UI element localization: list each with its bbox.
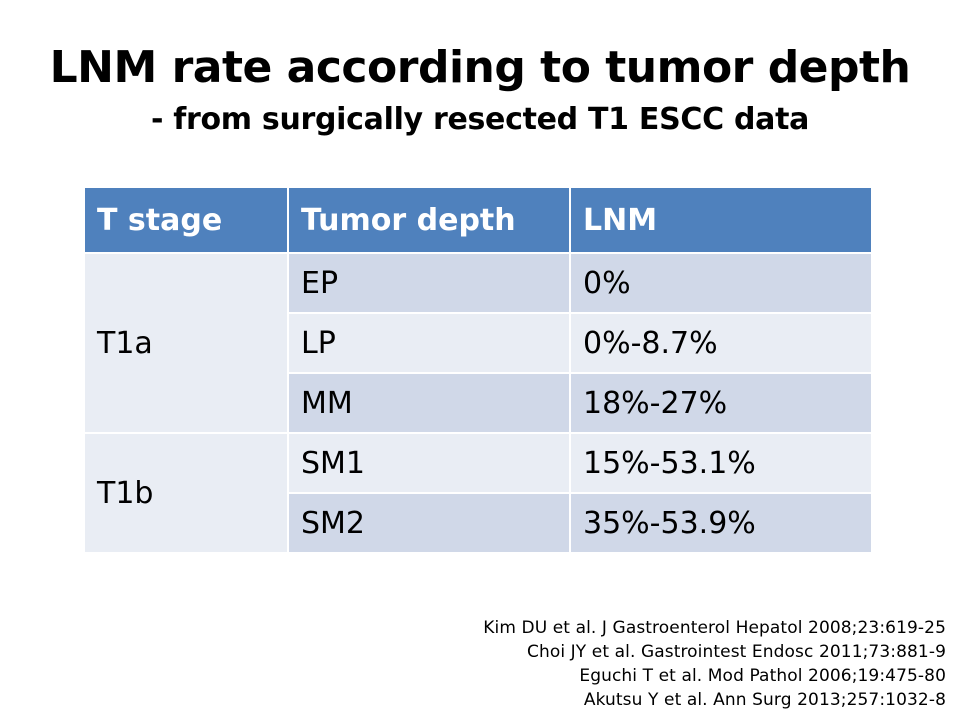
lnm-cell: 0%: [569, 252, 873, 314]
reference-item: Kim DU et al. J Gastroenterol Hepatol 20…: [483, 618, 946, 638]
slide-subtitle: - from surgically resected T1 ESCC data: [150, 102, 810, 137]
lnm-cell: 0%-8.7%: [569, 312, 873, 374]
table-row: T1b SM1 15%-53.1%: [83, 432, 873, 554]
lnm-cell: 18%-27%: [569, 372, 873, 434]
header-tumor-depth: Tumor depth: [287, 186, 571, 254]
table-row: T1a EP 0%: [83, 252, 873, 434]
depth-cell: SM2: [287, 492, 571, 554]
table-row: LP 0%-8.7%: [84, 312, 873, 374]
depth-cell: LP: [287, 312, 571, 374]
reference-item: Eguchi T et al. Mod Pathol 2006;19:475-8…: [579, 666, 946, 686]
header-lnm: LNM: [569, 186, 873, 254]
reference-item: Akutsu Y et al. Ann Surg 2013;257:1032-8: [583, 690, 946, 710]
table-row: SM2 35%-53.9%: [84, 492, 873, 554]
header-t-stage: T stage: [83, 186, 289, 254]
stage-cell-t1a: T1a: [83, 252, 289, 434]
depth-cell: SM1: [287, 432, 571, 494]
lnm-cell: 35%-53.9%: [569, 492, 873, 554]
references: Kim DU et al. J Gastroenterol Hepatol 20…: [483, 616, 946, 712]
depth-cell: MM: [287, 372, 571, 434]
lnm-table: T stage Tumor depth LNM T1a EP 0% LP 0%-…: [83, 186, 873, 554]
table-header-row: T stage Tumor depth LNM: [83, 186, 873, 254]
table-row: MM 18%-27%: [84, 372, 873, 434]
slide-title: LNM rate according to tumor depth: [49, 42, 911, 93]
lnm-cell: 15%-53.1%: [569, 432, 873, 494]
depth-cell: EP: [287, 252, 571, 314]
reference-item: Choi JY et al. Gastrointest Endosc 2011;…: [527, 642, 946, 662]
stage-cell-t1b: T1b: [83, 432, 289, 554]
